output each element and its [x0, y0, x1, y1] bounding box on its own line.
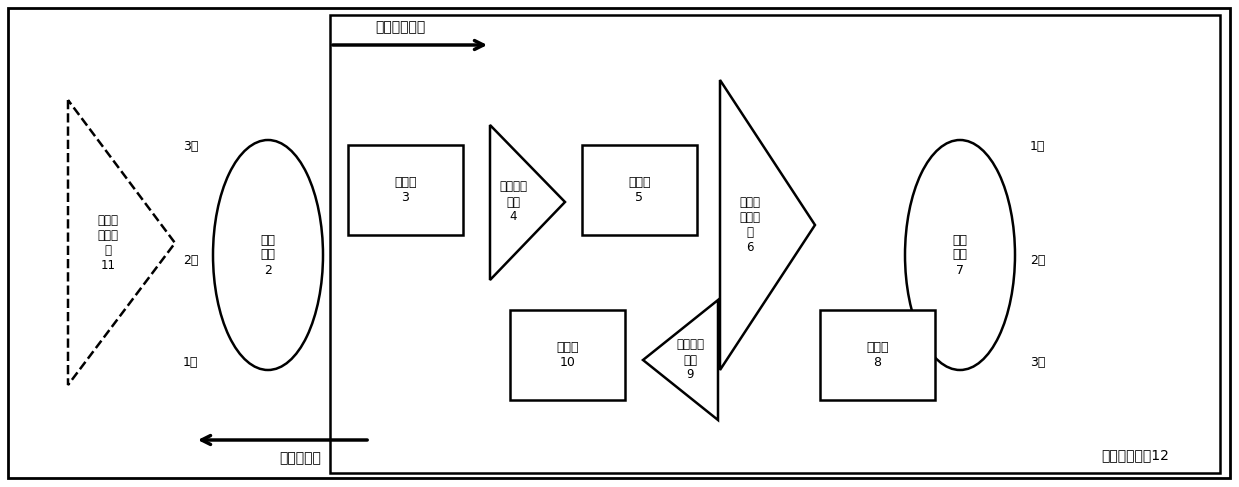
Bar	[510, 310, 624, 400]
Bar	[330, 15, 1220, 473]
Text: 分布式
光放大
器
6: 分布式 光放大 器 6	[740, 196, 761, 254]
Text: 1口: 1口	[182, 356, 198, 370]
Text: 2口: 2口	[1030, 254, 1046, 266]
Text: 弱传感信号: 弱传感信号	[279, 451, 321, 465]
Text: 1口: 1口	[1030, 141, 1046, 153]
Text: 滤波器
10: 滤波器 10	[556, 341, 579, 369]
Bar	[820, 310, 935, 400]
Text: 前置光放
大器
9: 前置光放 大器 9	[676, 338, 704, 381]
Polygon shape	[68, 100, 175, 385]
Text: 3口: 3口	[1030, 356, 1046, 370]
Text: 光环
形器
2: 光环 形器 2	[260, 233, 275, 277]
Text: 滤波器
5: 滤波器 5	[628, 176, 650, 204]
Ellipse shape	[213, 140, 323, 370]
Bar	[582, 145, 698, 235]
Polygon shape	[489, 125, 565, 280]
Polygon shape	[643, 300, 717, 420]
Ellipse shape	[904, 140, 1015, 370]
Bar	[348, 145, 463, 235]
Text: 3口: 3口	[182, 141, 198, 153]
Polygon shape	[720, 80, 815, 370]
Text: 滤波器
8: 滤波器 8	[866, 341, 888, 369]
Text: 光环
形器
7: 光环 形器 7	[953, 233, 968, 277]
Text: 中继放大装置12: 中继放大装置12	[1101, 448, 1168, 462]
Text: 分布式
光放大
器
11: 分布式 光放大 器 11	[98, 214, 119, 272]
Text: 强激励光信号: 强激励光信号	[375, 20, 425, 34]
Text: 滤波器
3: 滤波器 3	[394, 176, 416, 204]
Text: 2口: 2口	[182, 254, 198, 266]
Text: 光功率放
大器
4: 光功率放 大器 4	[499, 181, 527, 224]
